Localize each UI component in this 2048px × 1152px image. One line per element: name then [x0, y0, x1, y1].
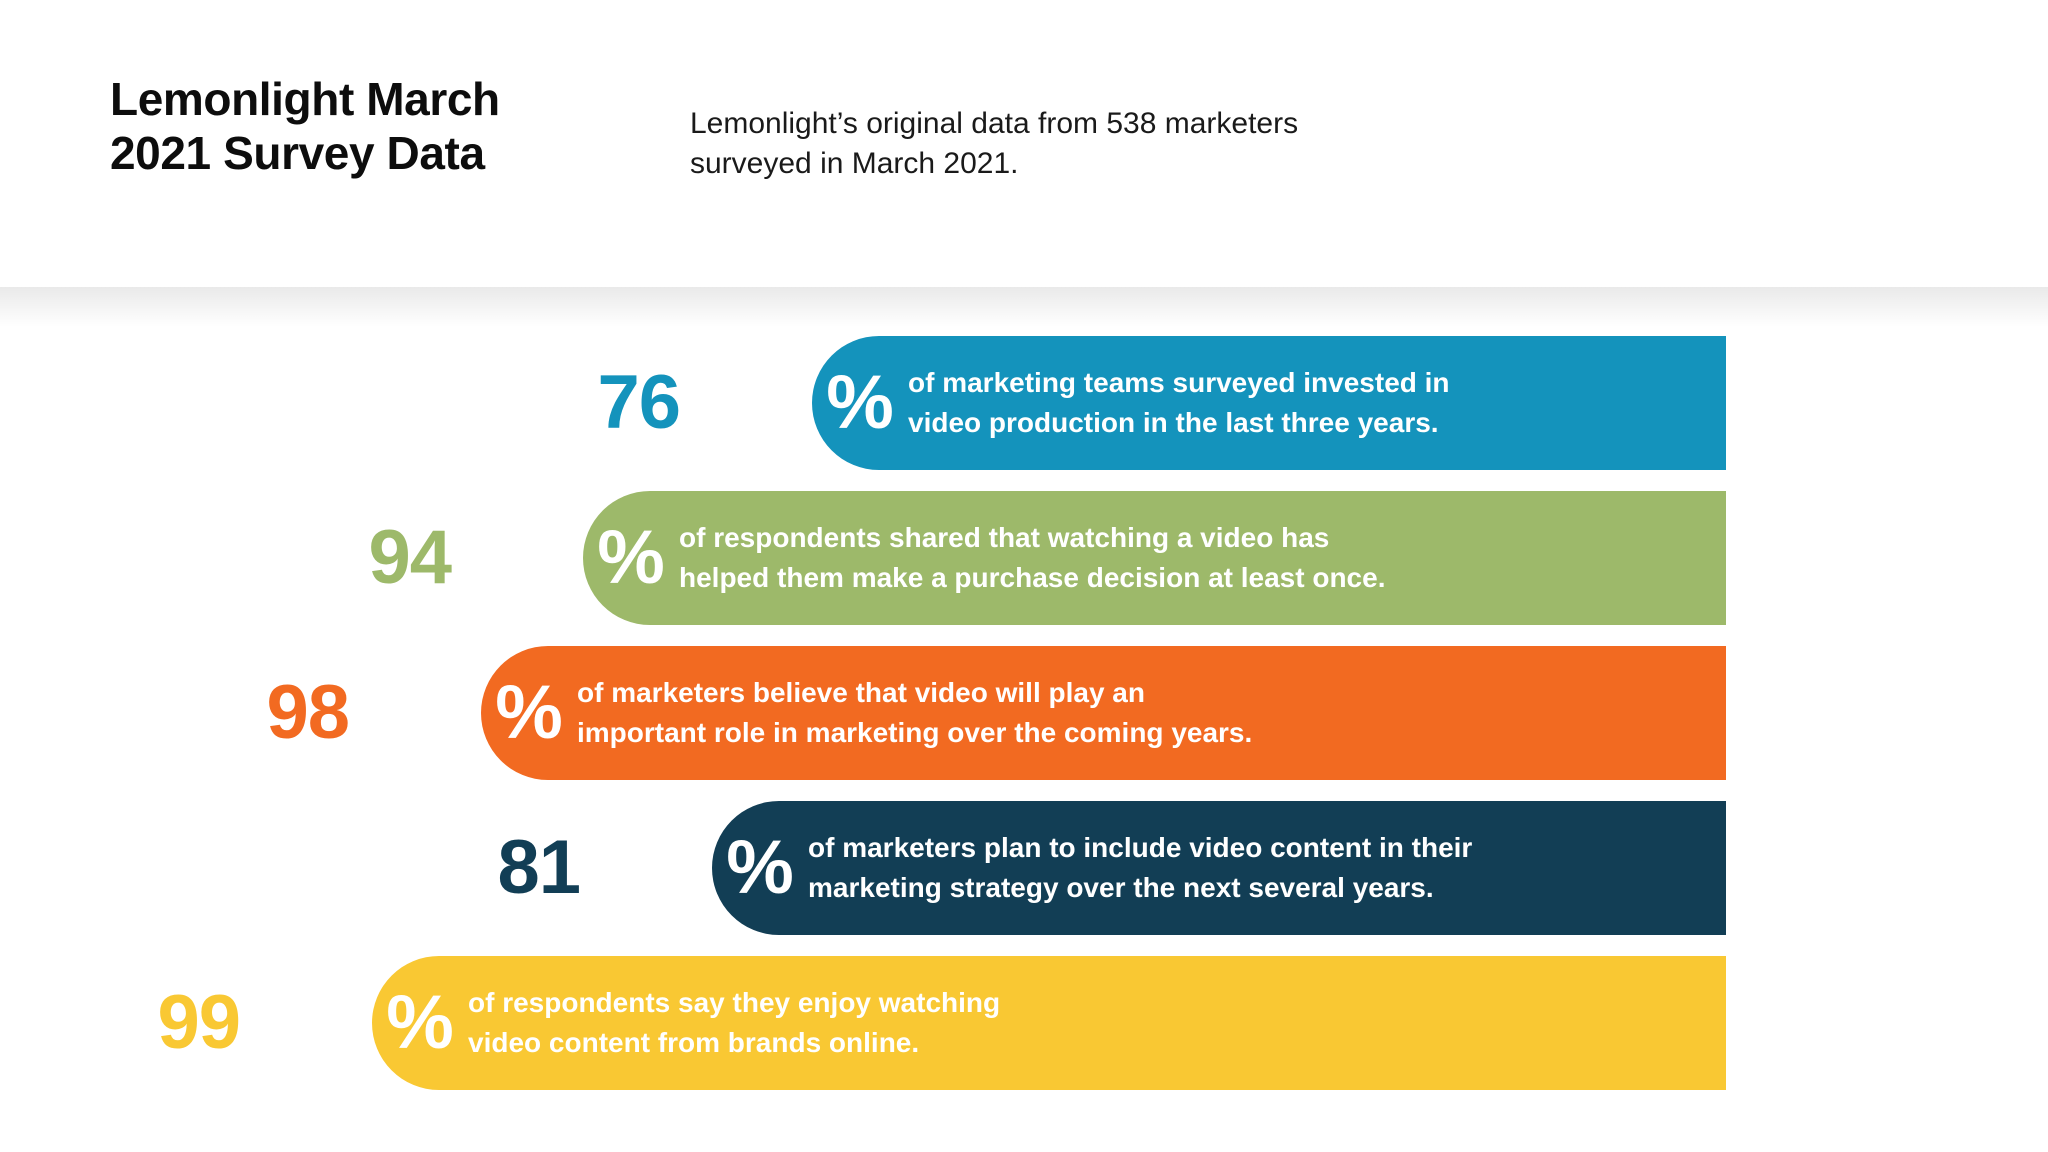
- page-title-line-2: 2021 Survey Data: [110, 127, 485, 180]
- stat-description-line-1: of marketing teams surveyed invested in: [908, 367, 1450, 399]
- stat-description-line-2: helped them make a purchase decision at …: [679, 562, 1386, 593]
- stat-bar-fill: [372, 956, 1726, 1090]
- stat-bar-fill: [712, 801, 1726, 935]
- stat-description: of marketers plan to include video conte…: [808, 801, 1472, 935]
- stat-description: of respondents say they enjoy watching vi…: [468, 956, 1000, 1090]
- stat-description-line-2: video production in the last three years…: [908, 407, 1439, 438]
- percent-sign: %: [597, 515, 665, 600]
- stat-description-line-1: of respondents say they enjoy watching: [468, 987, 1001, 1019]
- header-band: Lemonlight March 2021 Survey Data Lemonl…: [0, 0, 2048, 287]
- stat-value: 76: [597, 360, 681, 445]
- stat-bar-row: 76% of marketing teams surveyed invested …: [0, 336, 2048, 470]
- stat-bar-fill: [812, 336, 1726, 470]
- stat-bar-row: 94% of respondents shared that watching a…: [0, 491, 2048, 625]
- header-divider-shadow: [0, 287, 2048, 327]
- stat-bar-row: 81% of marketers plan to include video co…: [0, 801, 2048, 935]
- stat-bar-row: 99% of respondents say they enjoy watchin…: [0, 956, 2048, 1090]
- page-subtitle-line-2: surveyed in March 2021.: [690, 146, 1019, 180]
- stat-description-line-2: video content from brands online.: [468, 1027, 920, 1058]
- page-subtitle: Lemonlight’s original data from 538 mark…: [690, 104, 1490, 183]
- stat-bar-fill: [583, 491, 1726, 625]
- page-title-line-1: Lemonlight March: [110, 73, 500, 125]
- stat-value: 94: [368, 515, 452, 600]
- stat-description: of respondents shared that watching a vi…: [679, 491, 1385, 625]
- stat-bar-fill: [481, 646, 1726, 780]
- percent-sign: %: [726, 825, 794, 910]
- stat-description-line-2: important role in marketing over the com…: [577, 717, 1253, 748]
- stat-description: of marketing teams surveyed invested in v…: [908, 336, 1450, 470]
- stat-value: 99: [157, 980, 241, 1065]
- stat-value: 98: [266, 670, 350, 755]
- stat-description-line-1: of marketers plan to include video conte…: [808, 832, 1473, 864]
- stat-description-line-1: of marketers believe that video will pla…: [577, 677, 1145, 709]
- page-title: Lemonlight March 2021 Survey Data: [110, 72, 640, 181]
- stat-bar-row: 98% of marketers believe that video will …: [0, 646, 2048, 780]
- stat-description: of marketers believe that video will pla…: [577, 646, 1252, 780]
- percent-sign: %: [386, 980, 454, 1065]
- percent-sign: %: [495, 670, 563, 755]
- stat-description-line-1: of respondents shared that watching a vi…: [679, 522, 1330, 554]
- page-subtitle-line-1: Lemonlight’s original data from 538 mark…: [690, 107, 1299, 140]
- percent-sign: %: [826, 360, 894, 445]
- stat-description-line-2: marketing strategy over the next several…: [808, 872, 1434, 903]
- stat-value: 81: [497, 825, 581, 910]
